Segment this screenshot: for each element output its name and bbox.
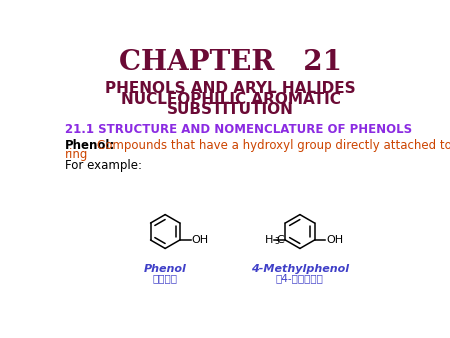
Text: CHAPTER   21: CHAPTER 21 <box>119 49 342 76</box>
Text: 21.1 STRUCTURE AND NOMENCLATURE OF PHENOLS: 21.1 STRUCTURE AND NOMENCLATURE OF PHENO… <box>65 123 412 136</box>
Text: H: H <box>265 235 273 245</box>
Text: （苯酟）: （苯酟） <box>153 273 178 283</box>
Text: Phenol:: Phenol: <box>65 139 115 152</box>
Text: PHENOLS AND ARYL HALIDES: PHENOLS AND ARYL HALIDES <box>105 81 356 96</box>
Text: OH: OH <box>326 235 343 245</box>
Text: （4-甲基苯酟）: （4-甲基苯酟） <box>276 273 324 283</box>
Text: C: C <box>277 235 284 245</box>
Text: Phenol: Phenol <box>144 264 187 274</box>
Text: 4-Methylphenol: 4-Methylphenol <box>251 264 349 274</box>
Text: ring: ring <box>65 148 89 161</box>
Text: For example:: For example: <box>65 159 142 172</box>
Text: 3: 3 <box>274 237 279 246</box>
Text: OH: OH <box>191 235 208 245</box>
Text: NUCLEOPHILIC AROMATIC: NUCLEOPHILIC AROMATIC <box>121 92 341 106</box>
Text: SUBSTITUTION: SUBSTITUTION <box>167 102 294 117</box>
Text: Compounds that have a hydroxyl group directly attached to a benzene: Compounds that have a hydroxyl group dir… <box>97 139 450 152</box>
